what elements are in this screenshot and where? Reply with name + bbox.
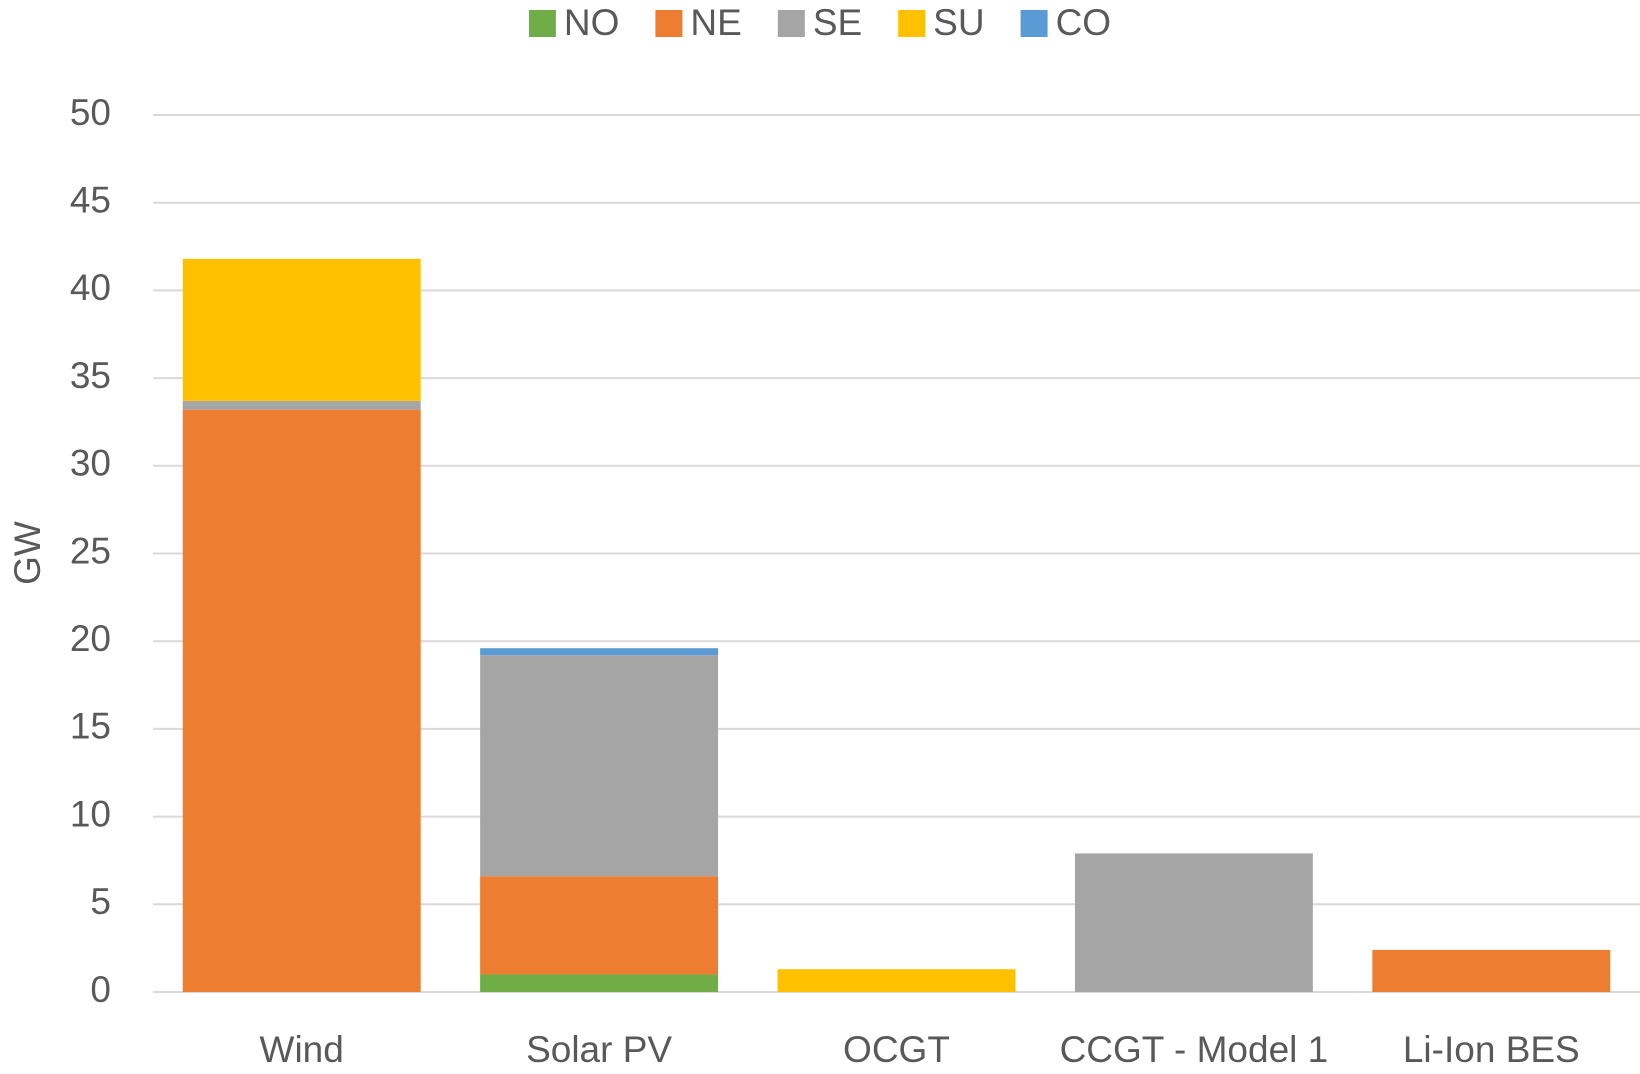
bar-segment	[480, 876, 719, 975]
y-tick-label: 35	[70, 355, 111, 396]
x-tick-label: Wind	[260, 1029, 344, 1070]
y-tick-label: 30	[70, 443, 111, 484]
x-tick-label: Solar PV	[526, 1029, 672, 1070]
legend-swatch	[1020, 10, 1048, 37]
legend-swatch	[655, 10, 683, 37]
y-tick-label: 10	[70, 793, 111, 834]
bar-segment	[182, 400, 421, 410]
legend-label: CO	[1056, 2, 1112, 43]
y-tick-label: 50	[70, 92, 111, 133]
legend-label: SU	[933, 2, 984, 43]
y-tick-label: 40	[70, 267, 111, 308]
bar-segment	[182, 409, 421, 992]
y-tick-label: 20	[70, 618, 111, 659]
x-tick-label: Li-Ion BES	[1403, 1029, 1580, 1070]
bar-segment	[480, 648, 719, 656]
legend-label: NO	[564, 2, 620, 43]
bar-segment	[182, 258, 421, 401]
legend-swatch	[898, 10, 926, 37]
x-tick-label: OCGT	[843, 1029, 950, 1070]
y-tick-label: 25	[70, 530, 111, 571]
bar-segment	[1074, 853, 1313, 992]
legend-label: SE	[813, 2, 862, 43]
y-tick-label: 0	[90, 969, 111, 1010]
y-tick-label: 45	[70, 179, 111, 220]
x-tick-label: CCGT - Model 1	[1060, 1029, 1329, 1070]
y-axis-label: GW	[7, 521, 48, 585]
legend-label: NE	[690, 2, 741, 43]
legend-swatch	[777, 10, 805, 37]
bar-segment	[1372, 949, 1611, 992]
bar-segment	[480, 655, 719, 877]
y-tick-label: 15	[70, 706, 111, 747]
legend-swatch	[528, 10, 556, 37]
bar-segment	[777, 969, 1016, 992]
y-tick-label: 5	[90, 881, 111, 922]
bar-segment	[480, 974, 719, 992]
